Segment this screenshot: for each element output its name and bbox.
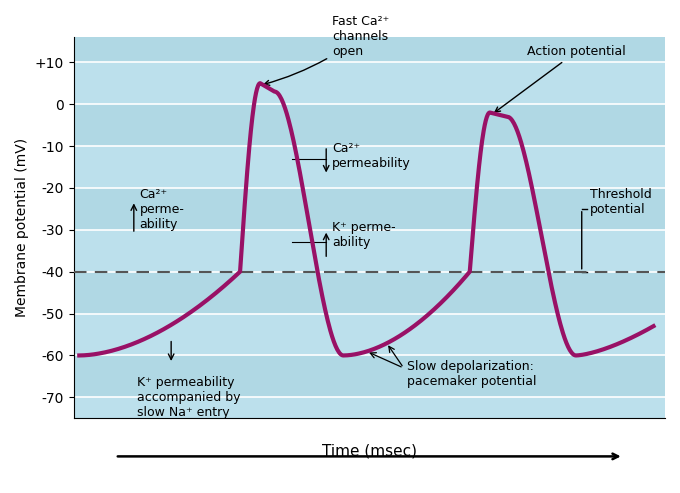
Bar	[73, 37, 665, 62]
Bar	[73, 230, 665, 272]
Text: Action potential: Action potential	[495, 45, 626, 112]
Text: K⁺ permeability
accompanied by
slow Na⁺ entry: K⁺ permeability accompanied by slow Na⁺ …	[137, 376, 240, 420]
Bar	[73, 188, 665, 230]
Bar	[73, 146, 665, 188]
Text: Fast Ca²⁺
channels
open: Fast Ca²⁺ channels open	[265, 15, 389, 85]
Bar	[73, 355, 665, 397]
Bar	[73, 104, 665, 146]
Bar	[73, 397, 665, 418]
Bar	[73, 314, 665, 355]
Y-axis label: Membrane potential (mV): Membrane potential (mV)	[15, 138, 29, 317]
X-axis label: Time (msec): Time (msec)	[322, 443, 417, 458]
Text: Ca²⁺
perme-
ability: Ca²⁺ perme- ability	[139, 188, 184, 231]
Text: Threshold
potential: Threshold potential	[590, 188, 652, 216]
Bar	[73, 272, 665, 314]
Bar	[73, 62, 665, 104]
Text: Slow depolarization:
pacemaker potential: Slow depolarization: pacemaker potential	[407, 359, 536, 387]
Text: K⁺ perme-
ability: K⁺ perme- ability	[332, 221, 396, 249]
Text: Ca²⁺
permeability: Ca²⁺ permeability	[332, 142, 411, 170]
